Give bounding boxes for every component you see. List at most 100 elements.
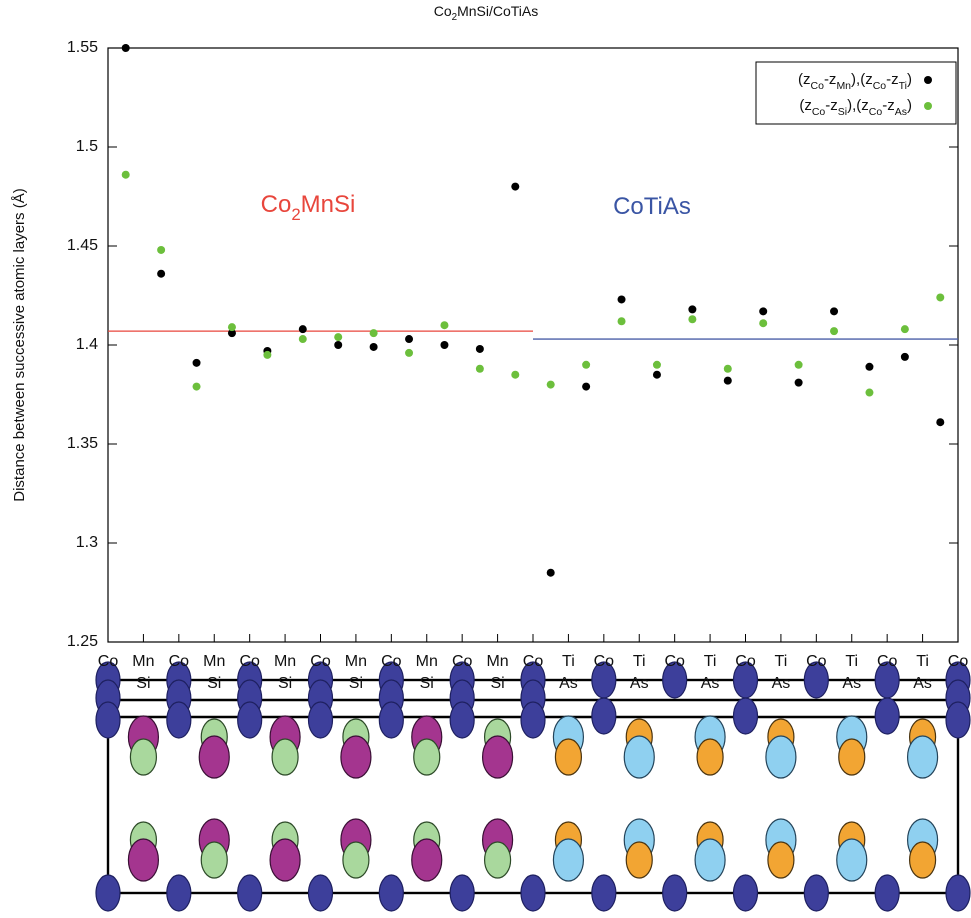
atom [554,738,583,776]
atom [767,841,795,879]
atom [803,874,829,912]
atom [378,701,404,739]
atom [765,735,797,779]
x-tick-label: Co [98,653,119,670]
data-point [865,362,874,371]
data-point [900,352,909,361]
atom [166,701,192,739]
x-tick-label: Mn [486,653,508,670]
x-tick-label: Ti [633,653,646,670]
x-tick-label: Mn [345,653,367,670]
atom [198,735,230,779]
chart-title: Co2MnSi/CoTiAs [434,3,539,23]
legend-marker [924,102,932,110]
y-tick-label: 1.5 [76,138,98,155]
atom [449,874,475,912]
x-tick-label: Co [594,653,615,670]
y-tick-label: 1.4 [76,336,98,353]
atom [694,838,726,882]
data-point [794,378,803,387]
x-tick-label: Co [523,653,544,670]
data-point [227,329,236,338]
data-point [475,344,484,353]
atom [413,738,441,776]
atom [271,738,299,776]
x-tick-label: Mn [274,653,296,670]
data-point [157,245,166,254]
x-tick-label: Co [169,653,190,670]
x-tick-label: Ti [704,653,717,670]
text-part: CoTiAs [613,193,691,220]
text-part: ),(z [851,71,873,88]
data-point [227,323,236,332]
x-tick-label: Ti [775,653,788,670]
x-tick-label: As [842,675,861,692]
data-point [582,360,591,369]
atom [945,701,971,739]
atom [200,841,228,879]
atom [95,701,121,739]
x-tick-label: As [630,675,649,692]
atom [129,738,158,776]
text-part: Co [261,191,292,218]
subscript: 2 [452,12,457,23]
data-point [865,388,874,397]
legend-marker [924,76,932,84]
atom [662,874,688,912]
data-point [617,295,626,304]
atom [449,701,475,739]
atom [237,874,263,912]
x-tick-label: Si [490,675,504,692]
x-tick-label: Si [349,675,363,692]
x-tick-label: Ti [916,653,929,670]
subscript: Co [873,80,887,92]
data-point [334,341,343,349]
atom [520,874,546,912]
x-tick-label: As [772,675,791,692]
atom [378,874,404,912]
text-part: -z [824,71,837,88]
data-point [511,182,520,191]
data-point [688,315,697,324]
annotation: CoTiAs [613,193,691,220]
data-point [617,317,626,326]
data-point [723,364,732,373]
atom [342,841,370,879]
atom [520,701,546,739]
atom [307,701,334,739]
x-tick-label: As [913,675,932,692]
x-tick-label: Co [310,653,331,670]
atom [591,874,617,912]
data-point [121,170,130,179]
atom [623,735,655,779]
x-tick-label: As [559,675,578,692]
data-point [582,382,591,391]
x-tick-label: Mn [132,653,154,670]
y-tick-label: 1.3 [76,534,98,551]
x-tick-label: Co [877,653,898,670]
data-point [263,350,272,359]
x-tick-label: Si [136,675,150,692]
text-part: ),(z [847,97,869,114]
data-point [511,370,520,379]
data-point [192,358,201,367]
atom [908,841,937,879]
atom [127,838,160,882]
x-tick-label: Co [735,653,756,670]
text-part: MnSi [301,191,356,218]
atom [340,735,372,779]
data-point [298,325,307,334]
data-point [936,293,945,302]
x-tick-label: Co [381,653,402,670]
data-point [440,341,449,349]
atom [874,874,900,912]
atom [945,874,971,912]
x-tick-label: Co [948,653,969,670]
data-point [475,364,484,373]
data-point [157,269,166,278]
atom [411,838,443,882]
atom [483,841,512,879]
atom [906,735,939,779]
